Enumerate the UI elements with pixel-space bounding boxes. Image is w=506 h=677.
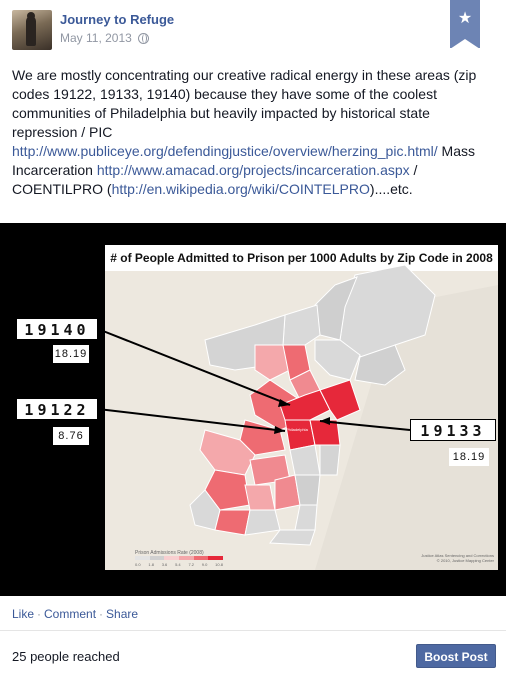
post-text-part: We are mostly concentrating our creative… (12, 67, 477, 140)
link-amacad[interactable]: http://www.amacad.org/projects/incarcera… (96, 162, 410, 178)
map-credit: Justice Atlas Sentencing and Corrections… (421, 553, 494, 563)
post-header: Journey to Refuge May 11, 2013 (12, 10, 452, 54)
link-wikipedia[interactable]: http://en.wikipedia.org/wiki/COINTELPRO (111, 181, 370, 197)
legend-bar (135, 556, 224, 560)
callout-arrows (97, 328, 411, 434)
post-text: We are mostly concentrating our creative… (12, 66, 490, 199)
post-photo[interactable]: # of People Admitted to Prison per 1000 … (0, 223, 506, 596)
boost-post-button[interactable]: Boost Post (416, 644, 496, 668)
share-link[interactable]: Share (106, 607, 139, 621)
post-text-part: Mass Incarceration (12, 143, 476, 178)
comment-link[interactable]: Comment (44, 607, 97, 621)
like-link[interactable]: Like (12, 607, 35, 621)
legend-values: 0.0 1.8 3.6 5.4 7.2 9.0 10.8 (135, 562, 223, 567)
zip-callout-19133: 19133 (410, 419, 496, 441)
zip-value-19140: 18.19 (53, 345, 89, 363)
map-frame: # of People Admitted to Prison per 1000 … (105, 245, 498, 570)
map-title: # of People Admitted to Prison per 1000 … (105, 245, 498, 271)
legend-title: Prison Admissions Rate (2008) (135, 550, 204, 556)
zip-callout-19140: 19140 (16, 318, 98, 340)
post-text-part: / COENTILPRO ( (12, 162, 418, 197)
post-text-part: )....etc. (369, 181, 413, 197)
reach-count[interactable]: 25 people reached (12, 649, 120, 664)
author-name[interactable]: Journey to Refuge (60, 12, 175, 27)
zip-value-19122: 8.76 (53, 427, 89, 445)
post-date[interactable]: May 11, 2013 (60, 31, 132, 45)
zip-callout-19122: 19122 (16, 398, 98, 420)
divider (0, 630, 506, 631)
separator: · (37, 607, 42, 621)
avatar[interactable] (12, 10, 52, 50)
highlight-ribbon[interactable]: ★ (450, 0, 480, 49)
link-publiceye[interactable]: http://www.publiceye.org/defendingjustic… (12, 143, 438, 159)
zip-value-19133: 18.19 (449, 448, 489, 466)
post-actions: Like · Comment · Share (12, 607, 138, 621)
separator: · (99, 607, 104, 621)
post-meta: May 11, 2013 (60, 31, 149, 45)
star-icon: ★ (457, 10, 473, 27)
globe-icon[interactable] (137, 32, 149, 44)
philadelphia-map: Philadelphia (189, 264, 498, 570)
city-label: Philadelphia (286, 427, 309, 432)
